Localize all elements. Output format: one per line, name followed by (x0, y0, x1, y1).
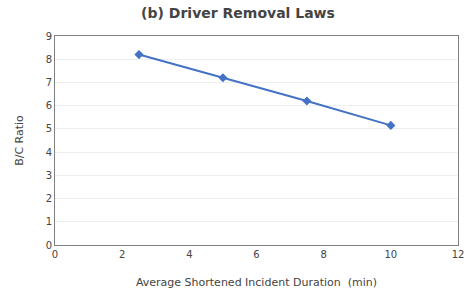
svg-text:4: 4 (186, 249, 192, 260)
svg-text:2: 2 (46, 193, 52, 204)
svg-text:5: 5 (46, 123, 52, 134)
svg-text:0: 0 (46, 240, 52, 251)
svg-text:10: 10 (384, 249, 397, 260)
svg-text:12: 12 (452, 249, 465, 260)
svg-text:1: 1 (46, 216, 52, 227)
svg-text:7: 7 (46, 77, 52, 88)
svg-text:(b) Driver Removal Laws: (b) Driver Removal Laws (141, 5, 335, 21)
svg-text:8: 8 (320, 249, 326, 260)
svg-text:6: 6 (46, 100, 52, 111)
svg-text:B/C Ratio: B/C Ratio (13, 115, 26, 166)
svg-text:4: 4 (46, 147, 52, 158)
svg-text:3: 3 (46, 170, 52, 181)
svg-text:Average Shortened Incident Dur: Average Shortened Incident Duration (min… (136, 276, 377, 289)
svg-text:6: 6 (253, 249, 259, 260)
svg-text:8: 8 (46, 54, 52, 65)
svg-text:0: 0 (52, 249, 58, 260)
svg-text:2: 2 (119, 249, 125, 260)
svg-text:9: 9 (46, 31, 52, 42)
